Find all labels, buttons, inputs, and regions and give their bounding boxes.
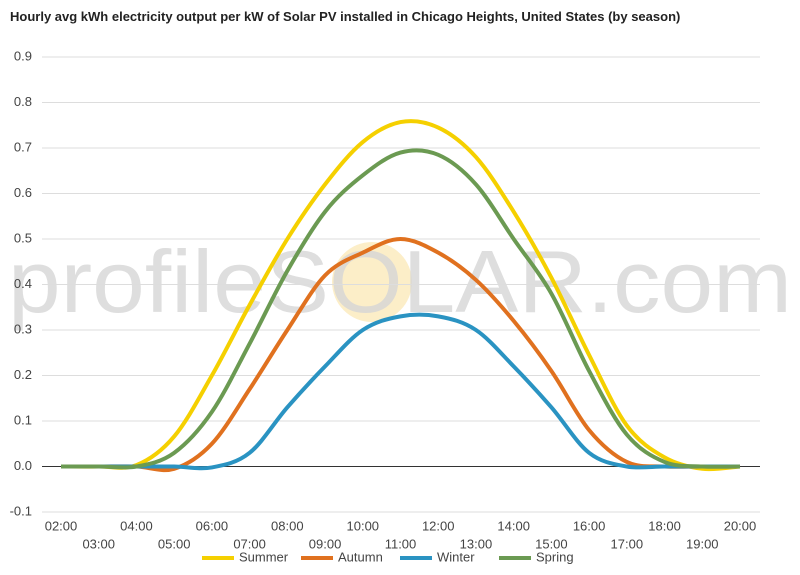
y-tick-label: 0.3: [14, 321, 32, 336]
watermark-sun: [332, 242, 412, 322]
x-tick-label: 04:00: [120, 518, 153, 533]
x-tick-label: 17:00: [611, 536, 644, 551]
legend-label: Spring: [536, 549, 574, 564]
legend-label: Winter: [437, 549, 475, 564]
x-tick-label: 13:00: [460, 536, 493, 551]
x-tick-label: 09:00: [309, 536, 342, 551]
series-line: [61, 237, 740, 473]
series-line: [61, 148, 741, 470]
legend-label: Autumn: [338, 549, 383, 564]
x-tick-label: 03:00: [82, 536, 115, 551]
legend-label: Summer: [239, 549, 289, 564]
series-line: [60, 119, 741, 472]
y-tick-label: 0.9: [14, 48, 32, 63]
x-tick-label: 16:00: [573, 518, 606, 533]
title-box: Hourly avg kWh electricity output per kW…: [10, 9, 681, 24]
x-tick-label: 05:00: [158, 536, 191, 551]
y-tick-label: 0.0: [14, 458, 32, 473]
y-tick-label: 0.6: [14, 185, 32, 200]
x-tick-label: 11:00: [385, 536, 417, 551]
x-tick-label: 14:00: [497, 518, 530, 533]
x-tick-label: 19:00: [686, 536, 719, 551]
x-tick-label: 07:00: [233, 536, 266, 551]
y-tick-label: 0.2: [14, 367, 32, 382]
y-tick-label: 0.7: [14, 139, 32, 154]
x-tick-label: 06:00: [196, 518, 229, 533]
chart-title: Hourly avg kWh electricity output per kW…: [10, 9, 681, 24]
y-tick-label: -0.1: [10, 503, 32, 518]
y-tick-label: 0.1: [14, 412, 32, 427]
series-line: [61, 312, 740, 471]
y-tick-label: 0.5: [14, 230, 32, 245]
x-tick-label: 18:00: [648, 518, 681, 533]
x-tick-label: 15:00: [535, 536, 568, 551]
x-tick-label: 10:00: [347, 518, 380, 533]
x-tick-label: 02:00: [45, 518, 78, 533]
x-tick-label: 12:00: [422, 518, 455, 533]
y-tick-label: 0.8: [14, 94, 32, 109]
x-tick-label: 08:00: [271, 518, 304, 533]
x-tick-label: 20:00: [724, 518, 757, 533]
y-tick-label: 0.4: [14, 276, 32, 291]
